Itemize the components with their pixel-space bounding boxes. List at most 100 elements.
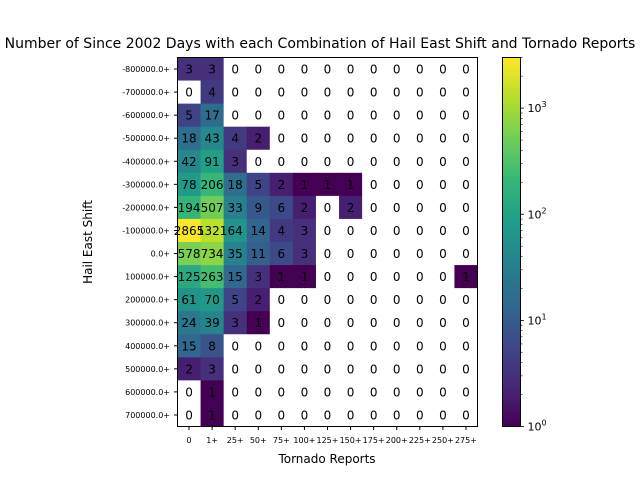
cell-value-label: 0: [370, 293, 378, 307]
heatmap-cell: [431, 403, 455, 427]
cell-value-label: 0: [278, 293, 286, 307]
cell-value-label: 1: [278, 270, 286, 284]
cell-value-label: 0: [416, 339, 424, 353]
x-tick-label: 150+: [340, 436, 362, 445]
heatmap-cell: [292, 288, 317, 312]
cell-value-label: 0: [347, 339, 355, 353]
cell-value-label: 0: [347, 109, 355, 123]
cell-value-label: 8: [208, 339, 216, 353]
cell-value-label: 0: [462, 339, 470, 353]
heatmap-cell: [385, 311, 409, 335]
heatmap-cell: [431, 195, 455, 220]
heatmap-cell: [200, 288, 225, 312]
heatmap-cell: [315, 172, 340, 197]
cell-value-label: 0: [324, 247, 332, 261]
y-tick-label: 300000.0+: [125, 319, 170, 328]
heatmap-cell: [246, 57, 271, 81]
cell-value-label: 3: [301, 247, 309, 261]
cell-value-label: 3: [301, 224, 309, 238]
cell-value-label: 70: [204, 293, 219, 307]
heatmap-cell: [223, 403, 248, 427]
cell-value-label: 0: [462, 63, 470, 77]
cell-value-label: 0: [301, 155, 309, 169]
y-tick-label: -200000.0+: [122, 203, 170, 212]
cell-value-label: 24: [181, 316, 196, 330]
heatmap-cell: [339, 288, 363, 312]
cell-value-label: 0: [393, 408, 401, 422]
cell-value-label: 0: [370, 362, 378, 376]
heatmap-cell: [177, 334, 201, 358]
cell-value-label: 2: [347, 201, 355, 215]
heatmap-cell: [177, 403, 201, 427]
cell-value-label: 0: [416, 63, 424, 77]
heatmap-cell: [223, 103, 248, 128]
heatmap-cell: [362, 57, 386, 81]
heatmap-cell: [177, 265, 201, 289]
heatmap-cell: [385, 357, 409, 381]
heatmap-cell: [177, 103, 201, 128]
cell-value-label: 0: [324, 63, 332, 77]
heatmap-cell: [223, 80, 248, 105]
heatmap-cell: [385, 103, 409, 128]
cell-value-label: 2: [301, 201, 309, 215]
cell-value-label: 0: [254, 63, 262, 77]
cell-value-label: 0: [416, 109, 424, 123]
heatmap-cell: [246, 80, 271, 105]
heatmap-cell: [385, 218, 409, 243]
cell-value-label: 2865: [174, 224, 205, 238]
heatmap-cell: [431, 218, 455, 243]
heatmap-cell: [408, 57, 432, 81]
heatmap-cell: [246, 288, 271, 312]
heatmap-cell: [385, 265, 409, 289]
cell-value-label: 0: [416, 247, 424, 261]
colorbar-tick-label: 100: [528, 419, 547, 434]
heatmap-cell: [292, 57, 317, 81]
cell-value-label: 0: [393, 362, 401, 376]
heatmap-cell: [408, 218, 432, 243]
heatmap-cell: [200, 126, 225, 151]
heatmap-cell: [385, 242, 409, 266]
cell-value-label: 0: [347, 385, 355, 399]
heatmap-cell: [408, 265, 432, 289]
heatmap-cell: [177, 380, 201, 404]
cell-value-label: 0: [393, 63, 401, 77]
heatmap-cells: [177, 57, 478, 427]
cell-value-label: 0: [416, 293, 424, 307]
cell-value-label: 0: [462, 132, 470, 146]
cell-value-label: 0: [416, 316, 424, 330]
chart-title: Number of Since 2002 Days with each Comb…: [5, 36, 636, 52]
cell-value-label: 0: [370, 270, 378, 284]
heatmap-cell: [177, 195, 201, 220]
cell-value-label: 0: [301, 408, 309, 422]
heatmap-cell: [362, 403, 386, 427]
cell-value-label: 0: [301, 362, 309, 376]
cell-value-label: 0: [301, 63, 309, 77]
heatmap-cell: [292, 149, 317, 174]
x-tick-label: 25+: [227, 436, 244, 445]
heatmap-cell: [315, 126, 340, 151]
cell-value-label: 0: [278, 132, 286, 146]
cell-value-label: 1: [462, 270, 470, 284]
cell-value-label: 0: [416, 385, 424, 399]
heatmap-cell: [223, 242, 248, 266]
heatmap-cell: [223, 195, 248, 220]
cell-value-label: 3: [231, 155, 239, 169]
cell-value-label: 0: [278, 362, 286, 376]
heatmap-cell: [223, 218, 248, 243]
cell-value-label: 0: [254, 385, 262, 399]
heatmap-cell: [454, 172, 478, 197]
heatmap-cell: [200, 242, 225, 266]
cell-value-label: 2: [185, 362, 193, 376]
y-tick-label: -700000.0+: [122, 88, 170, 97]
heatmap-cell: [315, 380, 340, 404]
cell-value-label: 0: [462, 224, 470, 238]
cell-value-label: 0: [370, 224, 378, 238]
cell-value-label: 0: [254, 109, 262, 123]
cell-value-label: 0: [462, 247, 470, 261]
cell-value-label: 0: [254, 86, 262, 100]
cell-value-label: 0: [462, 362, 470, 376]
cell-value-label: 0: [439, 362, 447, 376]
heatmap-cell: [292, 195, 317, 220]
cell-value-label: 0: [462, 316, 470, 330]
heatmap-cell: [269, 172, 294, 197]
